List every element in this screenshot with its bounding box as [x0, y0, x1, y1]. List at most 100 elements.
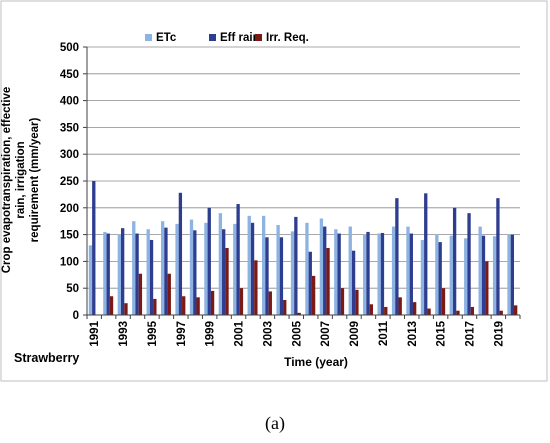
bar-irr-req-1995	[153, 298, 157, 315]
bar-etc-2016	[449, 235, 453, 315]
bar-etc-2018	[478, 226, 482, 315]
bar-irr-req-1993	[124, 303, 128, 315]
y-tick-label: 400	[60, 96, 79, 108]
bar-etc-2008	[334, 229, 338, 315]
bar-etc-2000	[218, 213, 223, 315]
bar-eff-rain-2005	[294, 216, 298, 315]
bar-irr-req-1992	[109, 296, 114, 315]
bar-irr-req-2007	[326, 248, 330, 315]
bar-etc-2006	[305, 222, 309, 315]
bar-etc-2011	[377, 233, 381, 315]
bar-etc-1996	[160, 221, 165, 315]
bar-irr-req-1999	[210, 290, 215, 315]
x-tick-label: 2005	[291, 320, 303, 346]
x-tick-label: 2017	[464, 321, 476, 347]
bar-eff-rain-2018	[481, 235, 486, 315]
x-tick-label: 2007	[320, 321, 332, 347]
bar-eff-rain-2011	[380, 232, 385, 315]
bar-eff-rain-2000	[222, 229, 226, 315]
legend-label: ETc	[156, 32, 177, 44]
x-tick-label: 2011	[378, 320, 390, 346]
y-tick-label: 500	[60, 42, 79, 54]
y-tick-label: 0	[73, 310, 79, 322]
bar-irr-req-2006	[311, 275, 316, 315]
bar-eff-rain-2004	[279, 237, 284, 315]
bar-irr-req-2014	[427, 308, 431, 315]
bar-irr-req-2003	[268, 291, 272, 315]
y-tick-label: 100	[60, 256, 79, 268]
chart-border	[0, 0, 548, 382]
bar-etc-2005	[290, 231, 295, 315]
bar-irr-req-1997	[182, 296, 186, 315]
y-axis-label: Crop evapotranspiration, effective rain, …	[1, 87, 41, 274]
bar-etc-1995	[146, 229, 150, 315]
bar-etc-2001	[233, 223, 237, 315]
bar-irr-req-2018	[485, 261, 489, 315]
bar-irr-req-2011	[384, 306, 388, 315]
bar-eff-rain-2009	[351, 250, 356, 315]
y-tick-label: 450	[60, 69, 79, 81]
bar-etc-2007	[319, 218, 324, 315]
bar-etc-1994	[132, 221, 136, 315]
bar-eff-rain-1996	[164, 227, 168, 315]
bar-irr-req-1998	[196, 297, 200, 315]
bar-eff-rain-1993	[120, 228, 125, 315]
legend-label: Eff rain	[220, 32, 260, 44]
x-tick-label: 2015	[436, 320, 448, 346]
bar-irr-req-2005	[297, 312, 301, 315]
bar-eff-rain-1994	[135, 233, 139, 315]
bar-eff-rain-2014	[424, 193, 428, 315]
legend-label: Irr. Req.	[266, 32, 309, 44]
bar-etc-2013	[406, 226, 410, 315]
x-tick-label: 1991	[89, 320, 101, 346]
bar-eff-rain-2017	[467, 213, 471, 315]
bar-eff-rain-2001	[236, 204, 240, 315]
bar-eff-rain-2002	[250, 222, 255, 315]
y-tick-label: 150	[60, 230, 79, 242]
x-tick-label: 1999	[205, 321, 217, 347]
bar-etc-2015	[435, 234, 439, 315]
y-tick-label: 50	[66, 283, 79, 295]
x-axis-label: Time (year)	[284, 355, 348, 369]
x-tick-label: 1993	[118, 321, 130, 347]
bar-eff-rain-1999	[207, 207, 211, 315]
bar-irr-req-2008	[340, 288, 345, 315]
bar-etc-2014	[420, 239, 425, 315]
bar-irr-req-2016	[456, 310, 460, 315]
bar-irr-req-1994	[138, 273, 143, 315]
bar-eff-rain-1997	[178, 192, 183, 315]
bar-etc-1999	[204, 222, 208, 315]
x-tick-label: 2019	[493, 321, 505, 347]
bar-eff-rain-2016	[452, 207, 457, 315]
x-tick-label: 2003	[262, 321, 274, 347]
bar-etc-1997	[175, 223, 179, 315]
legend: ETc Eff rain Irr. Req.	[145, 32, 309, 44]
bar-eff-rain-2013	[409, 233, 413, 315]
legend-swatch	[209, 34, 216, 41]
bar-irr-req-2000	[225, 248, 229, 315]
bar-eff-rain-2007	[323, 226, 327, 315]
y-tick-label: 300	[60, 149, 79, 161]
bar-etc-2019	[492, 236, 497, 315]
bar-etc-2017	[464, 238, 468, 315]
x-tick-label: 1995	[147, 320, 159, 346]
x-tick-label: 2009	[349, 321, 361, 347]
bar-irr-req-2013	[412, 302, 417, 315]
bar-irr-req-2001	[239, 288, 244, 315]
chart-container: 0 50 100 150 200 250 300 350 400 450 500 1991 1993 1…	[0, 0, 548, 382]
bar-eff-rain-1991	[92, 181, 96, 315]
bar-etc-1993	[117, 234, 121, 315]
bar-etc-1991	[88, 245, 93, 315]
bar-etc-2010	[363, 234, 367, 315]
figure-caption: (a)	[265, 413, 285, 433]
bar-irr-req-2017	[470, 306, 475, 315]
bar-etc-2012	[391, 226, 396, 315]
bar-irr-req-2004	[283, 299, 287, 315]
bar-etc-2004	[276, 224, 280, 315]
bar-eff-rain-1992	[106, 233, 110, 315]
bar-eff-rain-1998	[193, 230, 197, 315]
bar-irr-req-2012	[398, 297, 402, 315]
bar-irr-req-2010	[369, 304, 373, 315]
bar-irr-req-2002	[254, 260, 258, 315]
